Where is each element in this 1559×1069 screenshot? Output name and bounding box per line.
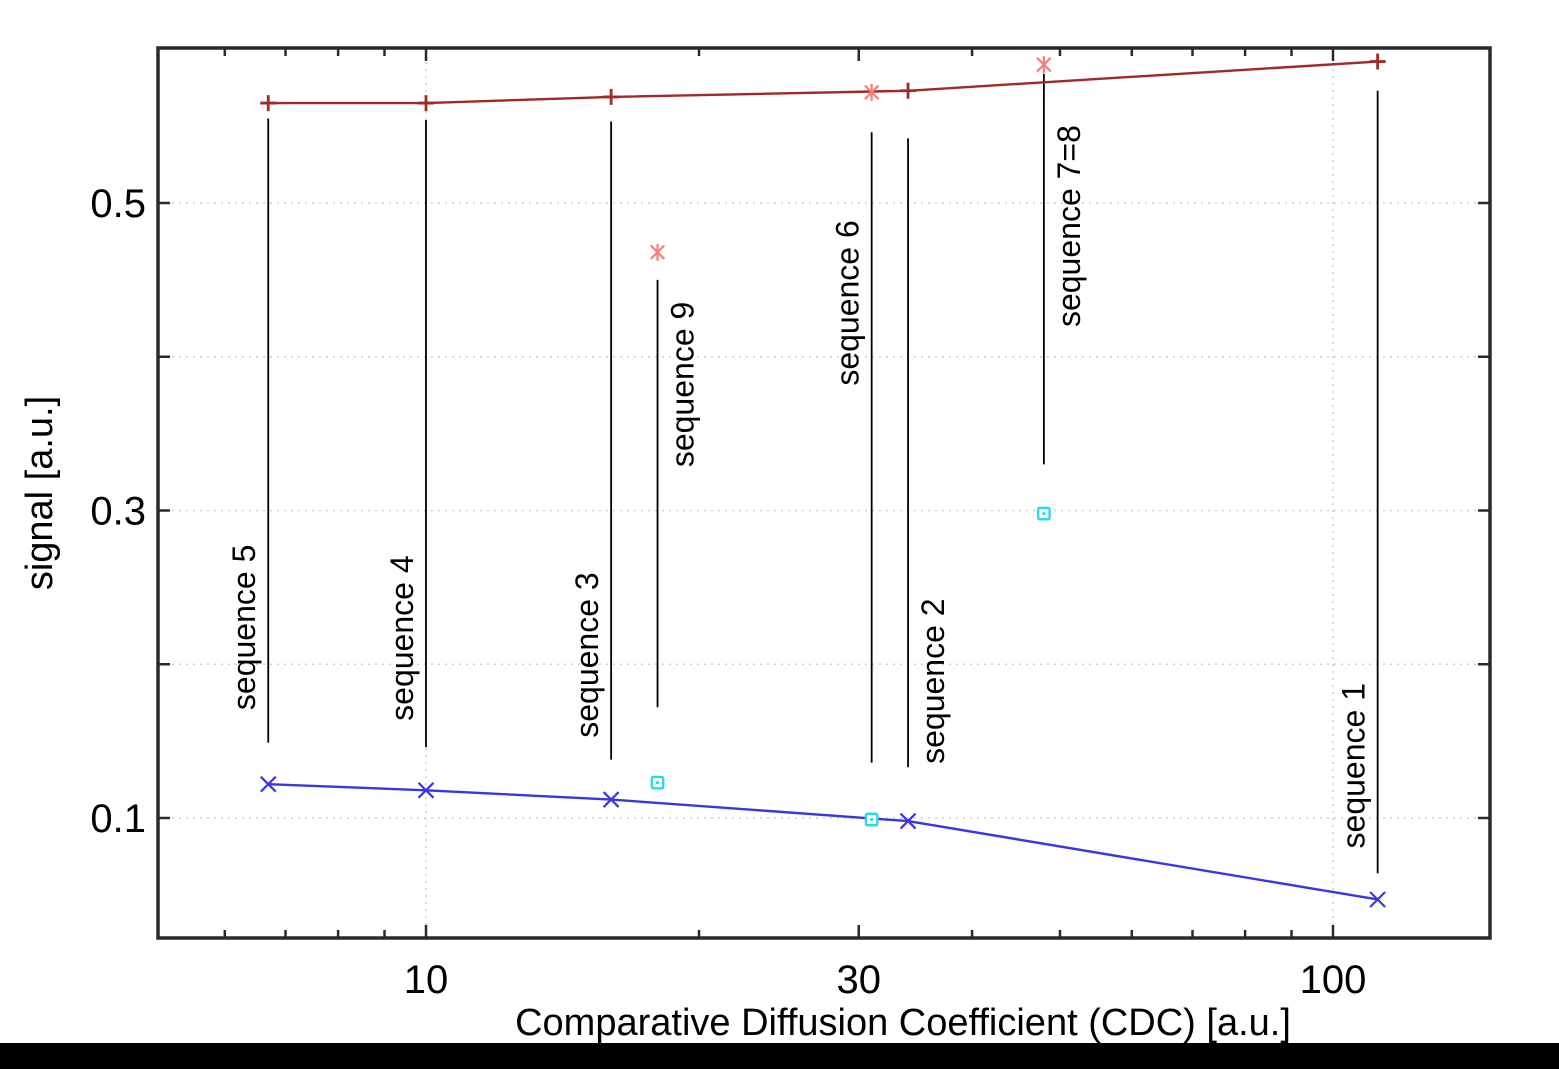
y-tick-label: 0.3 [90, 490, 146, 534]
plot-border [156, 46, 1492, 940]
sequence-label: sequence 1 [1336, 683, 1372, 848]
data-series [259, 53, 1386, 908]
asterisk-marker [864, 83, 880, 101]
x-tick-label: 100 [1300, 958, 1367, 1002]
series-low-signal-scatter [650, 506, 1051, 827]
cross-marker [1369, 891, 1386, 908]
plus-marker [603, 88, 620, 105]
square-marker-dot [655, 781, 660, 785]
y-tick-label: 0.5 [90, 182, 146, 226]
series-line [268, 60, 1378, 105]
series-low-signal-line [259, 775, 1386, 908]
cross-marker [417, 782, 435, 799]
series-line [268, 782, 1378, 901]
sequence-label: sequence 2 [915, 598, 951, 763]
series-high-signal-line [260, 53, 1386, 112]
bottom-black-bar [0, 1043, 1559, 1069]
series-high-signal-scatter [649, 56, 1052, 261]
x-axis-title: Comparative Diffusion Coefficient (CDC) … [515, 1002, 1291, 1044]
y-tick-label: 0.1 [90, 797, 146, 841]
gridlines [158, 48, 1490, 938]
square-marker-dot [870, 817, 874, 822]
square-marker-dot [1042, 511, 1046, 516]
cross-marker [602, 791, 620, 808]
sequence-annotations: sequence 5 sequence 4 sequence 3 sequence 9… [226, 73, 1379, 874]
plus-marker [1369, 53, 1386, 70]
x-tick-label: 10 [404, 958, 449, 1002]
axis-ticks [158, 48, 1490, 938]
sequence-label: sequence 3 [569, 572, 605, 737]
sequence-label: sequence 7=8 [1051, 125, 1087, 327]
tick-labels: 10 30 100 0.1 0.3 0.5 [90, 182, 1366, 1002]
asterisk-marker [1036, 56, 1052, 74]
cross-marker [259, 775, 277, 793]
y-axis-title: signal [a.u.] [19, 396, 61, 590]
x-tick-label: 30 [836, 958, 881, 1002]
plus-marker [418, 95, 434, 112]
sequence-label: sequence 9 [665, 302, 701, 467]
sequence-label: sequence 6 [830, 220, 866, 385]
asterisk-marker [649, 243, 666, 261]
plus-marker [900, 82, 917, 99]
sequence-label: sequence 4 [384, 555, 420, 720]
cross-marker [899, 812, 917, 830]
sequence-label: sequence 5 [226, 545, 262, 710]
plus-marker [260, 95, 277, 112]
